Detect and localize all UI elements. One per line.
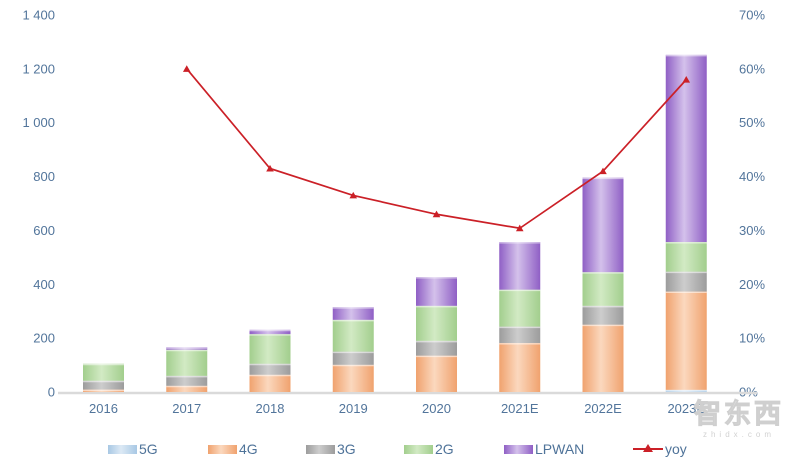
- legend-item-4g: 4G: [208, 441, 258, 457]
- yoy-marker-icon: [599, 167, 607, 175]
- bar-segment-4g-2019: [332, 364, 374, 392]
- bar-segment-4g-2021e: [499, 342, 541, 392]
- left-axis-tick: 400: [33, 277, 55, 292]
- legend-label-lpwan: LPWAN: [535, 441, 585, 457]
- x-axis-label-2020: 2020: [422, 401, 451, 416]
- yoy-marker-icon: [515, 224, 524, 232]
- 3g-swatch-icon: [306, 444, 335, 454]
- right-axis-tick: 20%: [739, 277, 765, 292]
- chart-legend: 5G 4G 3G 2G LPWAN yoy: [0, 441, 800, 461]
- 5g-swatch-icon: [108, 444, 137, 454]
- x-axis-label-2021e: 2021E: [501, 401, 539, 416]
- legend-label-yoy: yoy: [665, 441, 687, 457]
- bar-segment-3g-2020: [416, 340, 457, 356]
- lpwan-swatch-icon: [504, 444, 533, 454]
- right-axis-tick: 50%: [739, 115, 765, 130]
- left-axis-tick: 200: [33, 331, 55, 346]
- bar-segment-4g-2022e: [582, 324, 624, 392]
- right-axis-tick: 10%: [739, 331, 765, 346]
- legend-label-5g: 5G: [139, 441, 158, 457]
- right-axis-tick: 40%: [739, 169, 765, 184]
- bar-segment-lpwan-2021e: [499, 242, 541, 290]
- bar-segment-lpwan-2022e: [582, 177, 624, 273]
- yoy-marker-icon: [349, 191, 358, 199]
- bar-segment-3g-2023e: [665, 271, 707, 292]
- bar-segment-2g-2023e: [665, 242, 707, 272]
- yoy-line-icon: [633, 444, 663, 454]
- bar-segment-3g-2021e: [499, 326, 541, 343]
- yoy-triangle-marker-icon: [643, 444, 653, 452]
- bar-segment-3g-2018: [249, 363, 291, 375]
- left-axis-tick: 1 200: [22, 61, 55, 76]
- legend-item-lpwan: LPWAN: [504, 441, 584, 457]
- left-axis-tick: 1 400: [22, 8, 55, 23]
- bar-segment-lpwan-2023e: [665, 54, 707, 243]
- right-axis-tick: 70%: [739, 8, 765, 23]
- legend-item-2g: 2G: [404, 441, 454, 457]
- legend-item-5g: 5G: [108, 441, 158, 457]
- bar-segment-lpwan-2019: [332, 307, 374, 320]
- yoy-marker-icon: [682, 76, 691, 83]
- bar-segment-2g-2022e: [582, 272, 624, 306]
- yoy-marker-icon: [182, 65, 191, 72]
- bar-segment-2g-2019: [332, 319, 374, 352]
- legend-label-2g: 2G: [435, 441, 454, 457]
- x-axis-label-2022e: 2022E: [584, 401, 622, 416]
- right-axis-tick: 60%: [739, 61, 765, 76]
- bar-segment-4g-2020: [416, 355, 457, 392]
- legend-item-yoy: yoy: [633, 441, 687, 457]
- bar-segment-3g-2016: [83, 380, 124, 390]
- bar-segment-lpwan-2018: [249, 329, 291, 335]
- bar-segment-2g-2017: [166, 349, 208, 376]
- legend-item-3g: 3G: [306, 441, 356, 457]
- bar-segment-2g-2016: [83, 363, 124, 381]
- left-axis-tick: 800: [33, 169, 55, 184]
- bar-segment-3g-2017: [166, 375, 208, 386]
- x-axis-label-2016: 2016: [89, 401, 118, 416]
- x-axis-label-2019: 2019: [339, 401, 368, 416]
- yoy-marker-icon: [432, 210, 441, 218]
- 2g-swatch-icon: [404, 444, 433, 454]
- legend-label-3g: 3G: [337, 441, 356, 457]
- left-axis-tick: 600: [33, 223, 55, 238]
- x-axis-label-2017: 2017: [172, 401, 201, 416]
- bar-segment-4g-2023e: [665, 291, 707, 390]
- bar-segment-2g-2020: [416, 305, 457, 341]
- bar-segment-3g-2022e: [582, 305, 624, 325]
- right-axis-tick: 30%: [739, 223, 765, 238]
- x-axis-label-2023e: 2023E: [667, 401, 705, 416]
- bar-segment-3g-2019: [332, 351, 374, 365]
- bar-segment-2g-2021e: [499, 289, 541, 327]
- yoy-marker-icon: [266, 164, 274, 172]
- bar-segment-4g-2018: [249, 374, 291, 392]
- bar-segment-lpwan-2020: [416, 277, 457, 306]
- bar-segment-2g-2018: [249, 334, 291, 364]
- left-axis-tick: 1 000: [22, 115, 55, 130]
- x-axis-label-2018: 2018: [256, 401, 285, 416]
- 4g-swatch-icon: [208, 444, 237, 454]
- bar-segment-4g-2017: [166, 385, 208, 392]
- legend-label-4g: 4G: [239, 441, 258, 457]
- left-axis-tick: 0: [48, 385, 55, 400]
